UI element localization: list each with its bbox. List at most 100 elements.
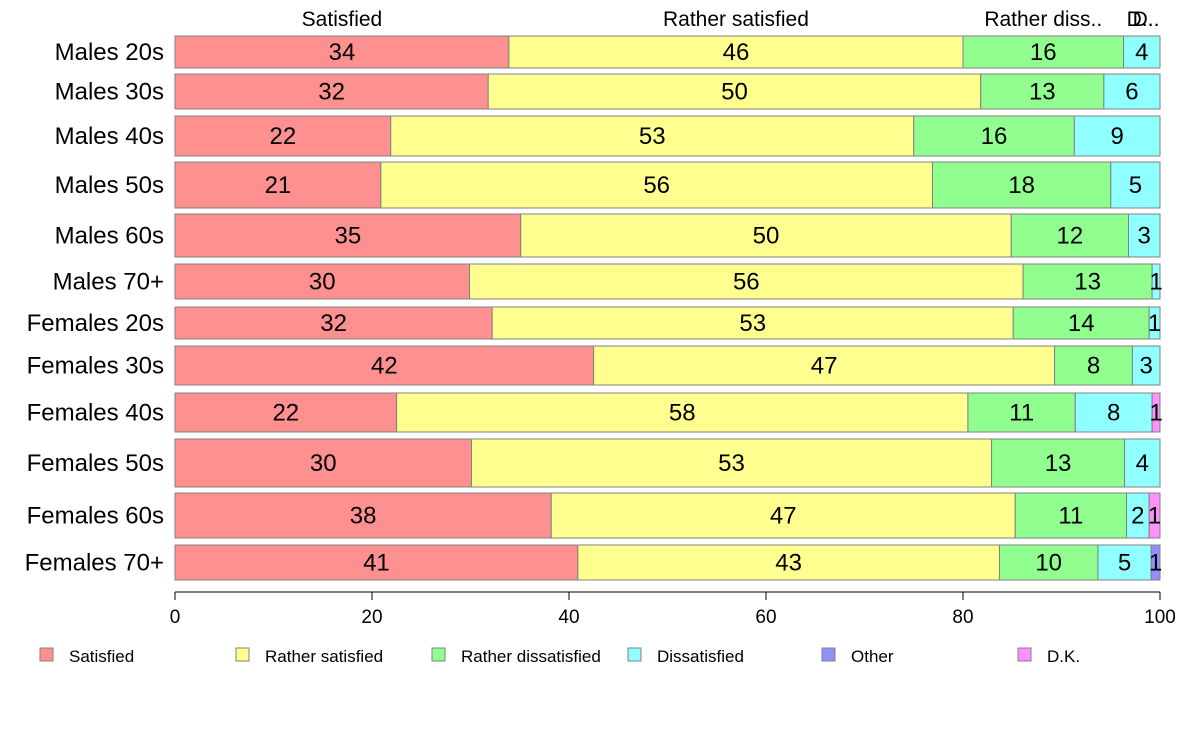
data-label-females-70-rather-satisfied: 43 — [775, 550, 802, 577]
bar-row-males-60s: 35 50 12 3 — [174, 213, 1161, 258]
bar-segment-females-40s-d-k — [1151, 392, 1161, 433]
legend-swatch-d-k — [1017, 647, 1032, 662]
row-label-males-60s: Males 60s — [55, 223, 164, 250]
data-label-males-60s-rather-satisfied: 50 — [753, 223, 780, 250]
bar-segment-females-50s-dissatisfied — [1124, 438, 1161, 488]
bar-segment-males-40s-rather-satisfied — [390, 115, 915, 157]
bar-segment-males-40s-rather-dissatisfied — [913, 115, 1075, 157]
legend-item-d-k: D.K. — [1017, 647, 1080, 666]
data-label-males-40s-satisfied: 22 — [270, 123, 297, 150]
legend-swatch-rather-satisfied — [235, 647, 250, 662]
x-tick-label-20: 20 — [361, 607, 382, 628]
bar-row-females-50s: 30 53 13 4 — [174, 438, 1161, 488]
bar-segment-females-70-rather-dissatisfied — [998, 544, 1099, 581]
data-label-females-30s-dissatisfied: 3 — [1140, 353, 1153, 380]
bar-segment-females-50s-rather-dissatisfied — [991, 438, 1126, 488]
bar-segment-males-40s-satisfied — [174, 115, 392, 157]
row-label-females-30s: Females 30s — [27, 353, 164, 380]
bar-segment-males-50s-rather-dissatisfied — [931, 161, 1112, 209]
data-label-females-50s-rather-dissatisfied: 13 — [1045, 450, 1072, 477]
bar-segment-females-20s-satisfied — [174, 306, 493, 340]
data-label-males-30s-rather-satisfied: 50 — [721, 79, 748, 106]
bar-segment-males-60s-rather-satisfied — [520, 213, 1012, 258]
data-label-females-60s-rather-dissatisfied: 11 — [1058, 503, 1083, 530]
x-axis: 0 20 40 60 80 100 — [170, 591, 1176, 628]
legend-swatch-other — [821, 647, 836, 662]
data-label-females-40s-rather-dissatisfied: 11 — [1009, 400, 1034, 427]
data-label-females-20s-dissatisfied: 1 — [1148, 310, 1161, 337]
data-label-males-30s-rather-dissatisfied: 13 — [1029, 79, 1056, 106]
column-header-1: Satisfied — [302, 8, 383, 31]
x-tick-label-80: 80 — [952, 607, 973, 628]
bar-segment-females-70-other — [1150, 544, 1161, 581]
data-label-females-60s-rather-satisfied: 47 — [770, 503, 797, 530]
bar-row-males-20s: 34 46 16 4 — [174, 35, 1161, 69]
bar-segment-females-20s-dissatisfied — [1148, 306, 1161, 340]
bar-row-females-30s: 42 47 8 3 — [174, 345, 1161, 386]
data-label-females-20s-satisfied: 32 — [320, 310, 347, 337]
bar-segment-males-40s-dissatisfied — [1073, 115, 1161, 157]
row-label-females-20s: Females 20s — [27, 310, 164, 337]
row-label-females-60s: Females 60s — [27, 503, 164, 530]
data-label-males-30s-satisfied: 32 — [318, 79, 345, 106]
bar-segment-males-70-dissatisfied — [1151, 263, 1161, 300]
bar-row-females-40s: 22 58 11 8 1 — [174, 392, 1163, 433]
data-label-males-70-rather-satisfied: 56 — [733, 269, 760, 296]
data-label-males-40s-rather-dissatisfied: 16 — [981, 123, 1008, 150]
bar-segment-males-30s-rather-satisfied — [487, 73, 982, 110]
bar-segment-females-70-rather-satisfied — [577, 544, 1000, 581]
bar-segment-males-60s-rather-dissatisfied — [1010, 213, 1129, 258]
bar-segment-females-60s-rather-dissatisfied — [1014, 492, 1128, 539]
bar-segment-females-40s-rather-satisfied — [396, 392, 969, 433]
bar-segment-females-50s-rather-satisfied — [470, 438, 993, 488]
row-label-males-20s: Males 20s — [55, 39, 164, 66]
data-label-females-70-rather-dissatisfied: 10 — [1035, 550, 1062, 577]
data-label-males-40s-rather-satisfied: 53 — [639, 123, 666, 150]
legend-item-other: Other — [821, 647, 894, 666]
x-tick-label-60: 60 — [755, 607, 776, 628]
bar-row-females-70: 41 43 10 5 1 — [174, 544, 1162, 581]
data-label-males-20s-rather-satisfied: 46 — [723, 39, 750, 66]
row-label-females-50s: Females 50s — [27, 450, 164, 477]
legend-label-d-k: D.K. — [1047, 647, 1080, 666]
data-label-males-30s-dissatisfied: 6 — [1125, 79, 1138, 106]
data-label-females-70-other: 1 — [1149, 550, 1162, 577]
data-label-males-50s-satisfied: 21 — [265, 172, 292, 199]
data-label-females-20s-rather-dissatisfied: 14 — [1068, 310, 1095, 337]
bar-segment-females-50s-satisfied — [174, 438, 472, 488]
bar-row-females-20s: 32 53 14 1 — [174, 306, 1161, 340]
legend-label-rather-dissatisfied: Rather dissatisfied — [461, 647, 601, 666]
column-header-3: Rather diss.. — [984, 8, 1102, 31]
bar-row-females-60s: 38 47 11 2 1 — [174, 492, 1161, 539]
bar-segment-males-70-rather-satisfied — [469, 263, 1024, 300]
legend-swatch-dissatisfied — [627, 647, 642, 662]
bar-segment-females-30s-dissatisfied — [1131, 345, 1161, 386]
bar-segment-males-30s-dissatisfied — [1103, 73, 1161, 110]
legend-swatch-rather-dissatisfied — [431, 647, 446, 662]
bars: 34 46 16 432 50 13 622 53 16 921 56 18 535 50 12 330 56 1… — [174, 35, 1163, 581]
data-label-females-20s-rather-satisfied: 53 — [739, 310, 766, 337]
data-label-males-60s-satisfied: 35 — [335, 223, 362, 250]
data-label-females-60s-dissatisfied: 2 — [1131, 503, 1144, 530]
bar-segment-males-30s-rather-dissatisfied — [980, 73, 1105, 110]
legend-item-rather-satisfied: Rather satisfied — [235, 647, 383, 666]
data-label-females-30s-rather-satisfied: 47 — [811, 353, 838, 380]
legend-swatch-satisfied — [39, 647, 54, 662]
row-label-males-30s: Males 30s — [55, 79, 164, 106]
data-label-females-60s-d-k: 1 — [1148, 503, 1161, 530]
x-tick-label-40: 40 — [558, 607, 579, 628]
legend-item-rather-dissatisfied: Rather dissatisfied — [431, 647, 601, 666]
data-label-females-70-dissatisfied: 5 — [1118, 550, 1131, 577]
bar-row-males-40s: 22 53 16 9 — [174, 115, 1161, 157]
data-label-males-20s-rather-dissatisfied: 16 — [1030, 39, 1057, 66]
bar-segment-females-70-satisfied — [174, 544, 579, 581]
column-header-5: D.. — [1133, 8, 1160, 31]
column-header-4: D.. — [1127, 8, 1154, 31]
bar-segment-females-60s-satisfied — [174, 492, 552, 539]
data-label-males-60s-dissatisfied: 3 — [1138, 223, 1151, 250]
bar-row-males-30s: 32 50 13 6 — [174, 73, 1161, 110]
data-label-males-20s-satisfied: 34 — [329, 39, 356, 66]
x-tick-label-100: 100 — [1144, 607, 1176, 628]
bar-segment-females-60s-d-k — [1148, 492, 1161, 539]
